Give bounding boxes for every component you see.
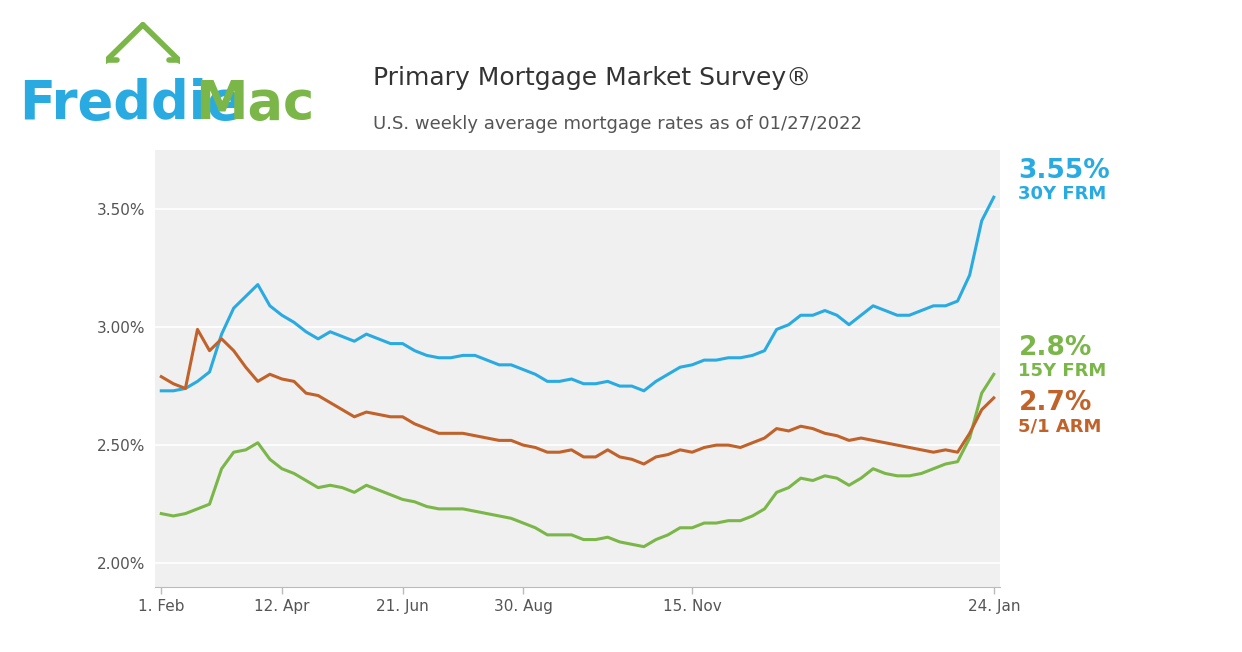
Text: U.S. weekly average mortgage rates as of 01/27/2022: U.S. weekly average mortgage rates as of… xyxy=(373,115,862,133)
Text: 30Y FRM: 30Y FRM xyxy=(1018,185,1107,203)
Text: Mac: Mac xyxy=(195,78,314,130)
Text: 2.7%: 2.7% xyxy=(1018,390,1092,416)
Text: 2.8%: 2.8% xyxy=(1018,335,1092,361)
Text: Freddie: Freddie xyxy=(19,78,242,130)
Text: 15Y FRM: 15Y FRM xyxy=(1018,362,1107,380)
Text: 5/1 ARM: 5/1 ARM xyxy=(1018,417,1102,435)
Text: Primary Mortgage Market Survey®: Primary Mortgage Market Survey® xyxy=(373,67,811,90)
Text: 3.55%: 3.55% xyxy=(1018,158,1110,184)
